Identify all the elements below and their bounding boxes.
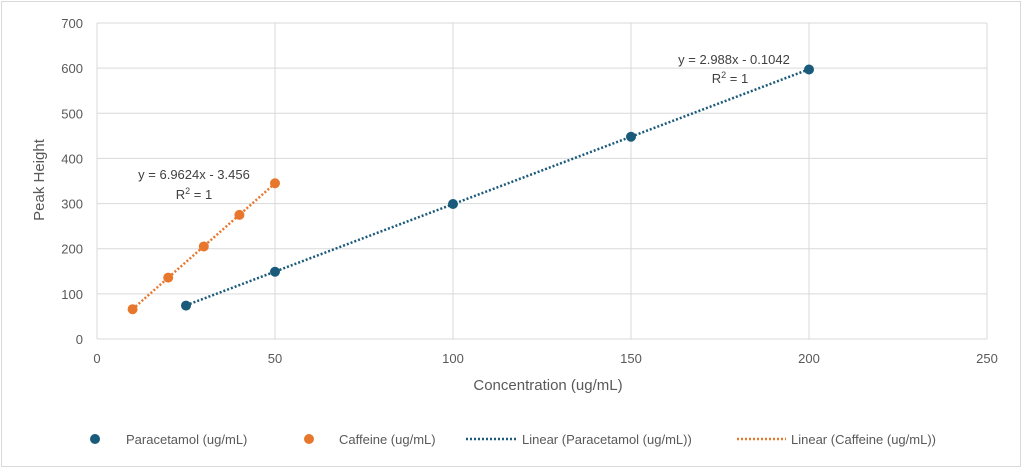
point-caffeine xyxy=(198,241,209,252)
x-tick-label: 150 xyxy=(620,351,642,366)
x-axis-ticks: 0 50 100 150 200 250 xyxy=(93,351,997,366)
trendline-paracetamol xyxy=(185,68,810,307)
x-tick-label: 0 xyxy=(93,351,100,366)
x-axis-title: Concentration (ug/mL) xyxy=(473,377,622,394)
x-tick-label: 50 xyxy=(268,351,282,366)
point-caffeine xyxy=(234,209,245,220)
caffeine-equation: y = 6.9624x - 3.456 xyxy=(138,167,250,182)
y-tick-label: 500 xyxy=(61,106,83,121)
y-tick-label: 100 xyxy=(61,287,83,302)
y-tick-label: 600 xyxy=(61,61,83,76)
point-caffeine xyxy=(127,304,138,315)
y-axis-ticks: 0 100 200 300 400 500 600 700 xyxy=(61,16,83,347)
point-paracetamol xyxy=(181,300,191,311)
point-caffeine xyxy=(270,178,280,189)
legend-label-linear-caffeine: Linear (Caffeine (ug/mL)) xyxy=(791,432,936,447)
point-paracetamol xyxy=(626,131,636,142)
legend-label-linear-paracetamol: Linear (Paracetamol (ug/mL)) xyxy=(522,432,692,447)
point-paracetamol xyxy=(270,266,280,277)
y-tick-label: 200 xyxy=(61,242,83,257)
trendlines xyxy=(131,68,810,311)
y-tick-label: 700 xyxy=(61,16,83,31)
point-caffeine xyxy=(163,272,174,283)
legend-label-paracetamol: Paracetamol (ug/mL) xyxy=(126,432,247,447)
grid-lines xyxy=(96,22,988,340)
y-axis-title: Peak Height xyxy=(31,138,48,221)
paracetamol-equation: y = 2.988x - 0.1042 xyxy=(678,52,790,67)
x-tick-label: 250 xyxy=(976,351,998,366)
y-tick-label: 0 xyxy=(76,332,83,347)
legend-label-caffeine: Caffeine (ug/mL) xyxy=(339,432,436,447)
point-paracetamol xyxy=(804,64,814,75)
y-tick-label: 400 xyxy=(61,151,83,166)
caffeine-r-squared: R2 = 1 xyxy=(176,186,212,202)
x-tick-label: 100 xyxy=(442,351,464,366)
legend: Paracetamol (ug/mL) Caffeine (ug/mL) Lin… xyxy=(90,432,936,447)
data-points xyxy=(127,64,814,315)
point-paracetamol xyxy=(448,199,458,210)
paracetamol-r-squared: R2 = 1 xyxy=(712,70,748,86)
x-tick-label: 200 xyxy=(798,351,820,366)
legend-marker-paracetamol xyxy=(90,434,100,444)
y-tick-label: 300 xyxy=(61,197,83,212)
legend-marker-caffeine xyxy=(304,434,314,444)
